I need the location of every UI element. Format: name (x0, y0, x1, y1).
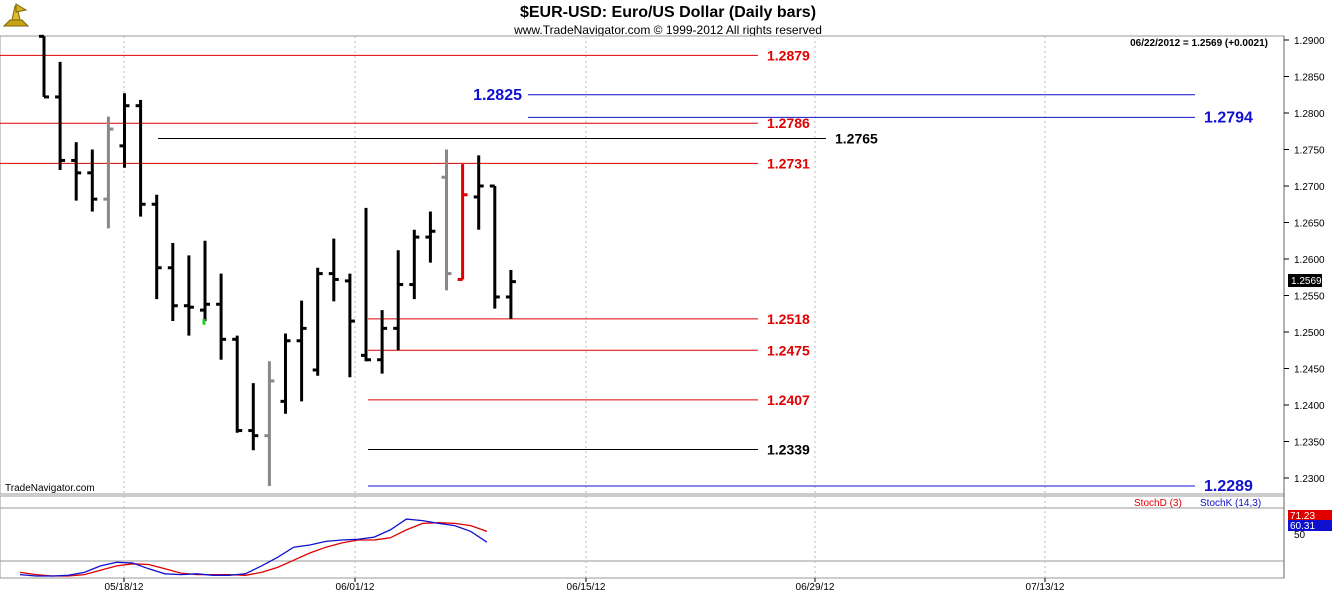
price-axis[interactable]: 1.2900 1.2850 1.2800 1.2750 1.2700 1.2650 1.26… (1284, 36, 1325, 485)
level-label: 1.2339 (767, 442, 810, 458)
stochk-value: 60.31 (1290, 521, 1315, 532)
ohlc-bar (425, 211, 436, 263)
y-tick-label: 1.2450 (1294, 365, 1325, 376)
ohlc-bar (457, 164, 468, 281)
y-tick-label: 1.2550 (1294, 292, 1325, 303)
y-tick-label: 1.2750 (1294, 146, 1325, 157)
ohlc-bar (87, 149, 98, 212)
level-label: 1.2879 (767, 47, 810, 63)
ohlc-bar (505, 269, 516, 319)
stochk-legend: StochK (14,3) (1200, 498, 1261, 509)
last-quote-text: 06/22/2012 = 1.2569 (+0.0021) (1130, 38, 1268, 49)
y-tick-label: 1.2850 (1294, 73, 1325, 84)
ohlc-bar (103, 116, 114, 229)
ohlc-bar (71, 142, 82, 201)
y-tick-label: 1.2800 (1294, 109, 1325, 120)
stochd-legend: StochD (3) (1134, 498, 1182, 509)
copyright-text: www.TradeNavigator.com © 1999-2012 All r… (513, 23, 822, 37)
ohlc-bar (183, 255, 194, 336)
watermark-text: TradeNavigator.com (5, 483, 95, 494)
ohlc-bar (39, 34, 49, 99)
x-tick-label: 05/18/12 (105, 582, 144, 593)
level-label: 1.2731 (767, 155, 810, 171)
level-label: 1.2794 (1204, 109, 1253, 126)
ohlc-bar (135, 99, 146, 217)
ohlc-bar (489, 184, 500, 309)
tradenavigator-logo-icon (2, 3, 30, 27)
level-label: 1.2289 (1204, 478, 1253, 495)
x-tick-label: 06/29/12 (796, 582, 835, 593)
stoch-series-line (19, 518, 488, 577)
y-tick-label: 1.2350 (1294, 438, 1325, 449)
ohlc-bar (216, 273, 227, 360)
date-axis[interactable]: 05/18/12 06/01/12 06/15/12 06/29/12 07/13/12 (105, 578, 1065, 593)
vertical-grid (123, 36, 1046, 578)
ohlc-bars (39, 34, 516, 487)
ohlc-bar (55, 61, 66, 170)
ohlc-bar (328, 238, 339, 302)
level-label: 1.2786 (767, 115, 810, 131)
ohlc-bar (409, 229, 420, 300)
stoch-tick-50: 50 (1294, 530, 1306, 541)
stochd-value: 71.23 (1290, 511, 1315, 522)
ohlc-bar (119, 93, 130, 168)
x-tick-label: 06/15/12 (567, 582, 606, 593)
ohlc-bar (151, 194, 162, 300)
ohlc-bar (280, 333, 291, 414)
y-tick-label: 1.2500 (1294, 328, 1325, 339)
y-tick-label: 1.2700 (1294, 182, 1325, 193)
x-tick-label: 07/13/12 (1026, 582, 1065, 593)
last-price-label: 1.2569 (1291, 276, 1322, 287)
y-tick-label: 1.2300 (1294, 474, 1325, 485)
ohlc-bar (393, 250, 404, 351)
ohlc-bar (377, 310, 388, 374)
price-levels: 1.2879 1.2825 1.2794 1.2786 1.2765 1.2731 1.25… (0, 47, 1253, 495)
ohlc-bar (200, 240, 210, 322)
ohlc-bar (296, 300, 307, 402)
ohlc-bar (441, 149, 452, 291)
ohlc-bar (473, 155, 484, 230)
y-tick-label: 1.2400 (1294, 401, 1325, 412)
ohlc-bar (312, 267, 323, 376)
level-label: 1.2475 (767, 342, 810, 358)
chart-title: $EUR-USD: Euro/US Dollar (Daily bars) (520, 4, 816, 21)
y-tick-label: 1.2600 (1294, 255, 1325, 266)
stochk-value-badge (1288, 520, 1332, 531)
ohlc-bar (264, 361, 275, 487)
level-label: 1.2518 (767, 311, 810, 327)
stochd-value-badge (1288, 510, 1332, 521)
stochastic-lines (19, 518, 488, 577)
stoch-series-line (19, 522, 488, 577)
ohlc-bar (167, 242, 178, 322)
level-label: 1.2765 (835, 131, 878, 147)
level-label: 1.2825 (473, 87, 522, 104)
ohlc-bar (361, 207, 371, 362)
y-tick-label: 1.2900 (1294, 36, 1325, 47)
y-tick-label: 1.2650 (1294, 219, 1325, 230)
last-price-badge (1288, 274, 1322, 287)
level-label: 1.2407 (767, 392, 810, 408)
ohlc-bar (232, 335, 243, 433)
x-tick-label: 06/01/12 (336, 582, 375, 593)
ohlc-bar (344, 273, 355, 378)
ohlc-bar (248, 383, 259, 451)
